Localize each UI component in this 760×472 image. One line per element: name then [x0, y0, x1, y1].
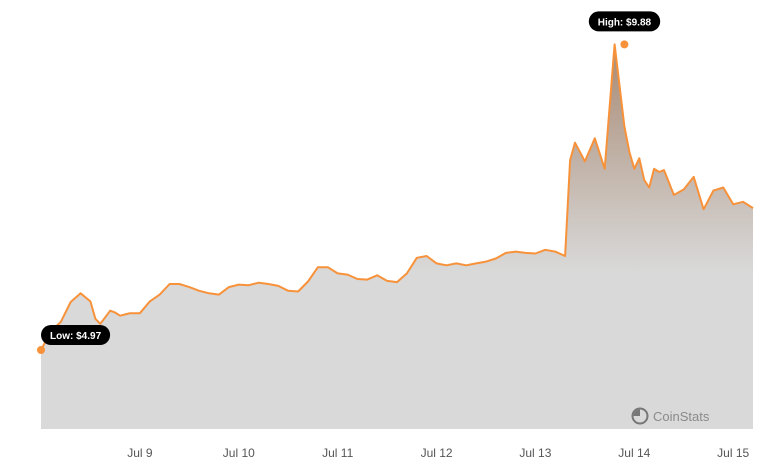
price-area [41, 44, 753, 430]
high-price-label: High: $9.88 [598, 17, 652, 28]
price-annotations: High: $9.88 Low: $4.97 [37, 11, 661, 354]
x-axis-ticks: Jul 9 Jul 10 Jul 11 Jul 12 Jul 13 Jul 14 Jul 1… [127, 446, 749, 460]
x-tick-label: Jul 15 [717, 446, 749, 460]
x-tick-label: Jul 12 [421, 446, 453, 460]
x-tick-label: Jul 9 [127, 446, 153, 460]
high-price-pill [588, 11, 661, 32]
low-point-marker [37, 346, 45, 354]
x-tick-label: Jul 13 [519, 446, 551, 460]
x-tick-label: Jul 14 [618, 446, 650, 460]
x-tick-label: Jul 11 [322, 446, 353, 460]
x-tick-label: Jul 10 [223, 446, 255, 460]
low-price-pill [41, 325, 111, 345]
price-line [40, 43, 754, 351]
coinstats-watermark: CoinStats [631, 407, 709, 425]
coinstats-logo-icon [631, 407, 649, 425]
low-price-label: Low: $4.97 [50, 331, 102, 342]
watermark-text: CoinStats [653, 408, 710, 424]
high-point-marker [620, 40, 629, 49]
